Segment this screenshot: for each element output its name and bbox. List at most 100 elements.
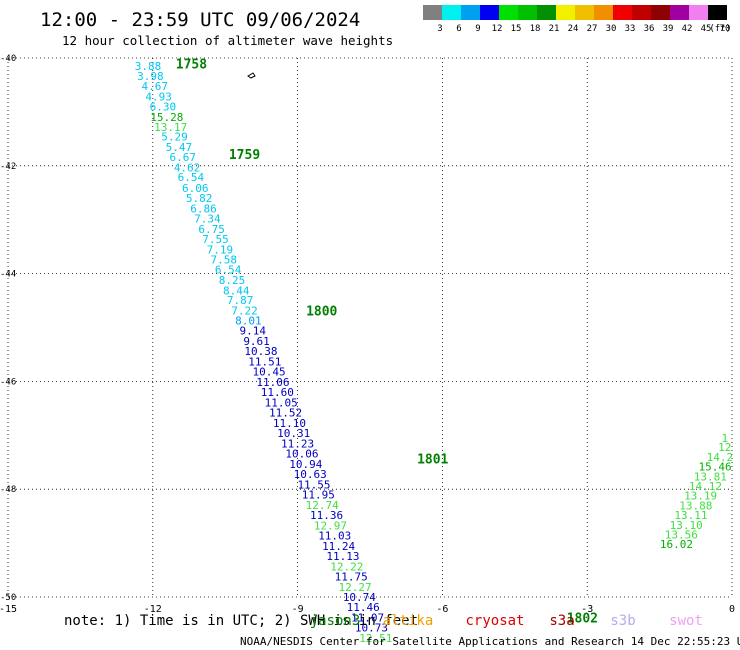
- swh-value-label: 11.10: [273, 417, 306, 430]
- swh-value-label: 11.75: [335, 571, 368, 584]
- swh-value-label: 6.86: [190, 202, 217, 215]
- swh-value-label: 11.46: [347, 601, 380, 614]
- swh-value-label: 10.31: [277, 427, 310, 440]
- y-tick-label: -42: [0, 162, 16, 172]
- y-tick-label: -50: [0, 593, 16, 603]
- island-marker: [247, 72, 256, 79]
- swh-value-label: 15.28: [150, 111, 183, 124]
- swh-value-label: 5.47: [166, 141, 193, 154]
- swh-value-label: 4.93: [145, 90, 172, 103]
- scale-tick-label: 9: [475, 24, 480, 34]
- legend-item: altika: [383, 613, 434, 629]
- scale-swatch: [651, 5, 670, 20]
- legend-item: cryosat: [465, 613, 524, 629]
- swh-value-label: 11.52: [269, 407, 302, 420]
- scale-swatch: [708, 5, 727, 20]
- swh-value-label: 11.51: [248, 355, 281, 368]
- swh-value-label: 7.19: [207, 243, 234, 256]
- x-tick-label: -12: [144, 604, 162, 615]
- swh-value-label: 4.67: [141, 80, 168, 93]
- swh-value-label: 12.22: [330, 560, 363, 573]
- swh-value-label: 10.06: [285, 448, 318, 461]
- swh-value-label: 6.06: [182, 182, 209, 195]
- scale-swatch: [518, 5, 537, 20]
- scale-swatch: [537, 5, 556, 20]
- x-tick-label: -3: [581, 604, 593, 615]
- swh-value-label: 11.13: [326, 550, 359, 563]
- data-points: 3.883.984.674.936.3015.2813.175.295.476.…: [135, 60, 733, 645]
- swh-value-label: 7.34: [194, 213, 221, 226]
- scale-tick-label: 30: [606, 24, 617, 34]
- swh-value-label: 12.74: [306, 499, 339, 512]
- swh-value-label: 6.54: [178, 171, 205, 184]
- swh-value-label: 11.24: [322, 540, 355, 553]
- swh-value-label: 10.63: [294, 468, 327, 481]
- scale-unit-label: (ft): [709, 24, 731, 34]
- swh-value-label: 12.97: [314, 519, 347, 532]
- swh-value-label: 12.51: [359, 632, 392, 645]
- scale-tick-label: 42: [682, 24, 693, 34]
- time-label: 1758: [176, 57, 207, 72]
- scale-swatch: [632, 5, 651, 20]
- note-text: note: 1) Time is in UTC; 2) SWH is in fe…: [64, 613, 418, 629]
- swh-value-label: 12: [718, 441, 731, 454]
- chart-subtitle: 12 hour collection of altimeter wave hei…: [62, 33, 393, 48]
- swh-value-label: 11.07: [351, 611, 384, 624]
- scale-swatch: [461, 5, 480, 20]
- swh-value-label: 4.62: [174, 161, 201, 174]
- swh-value-label: 16.02: [660, 538, 693, 551]
- swh-value-label: 13.10: [670, 519, 703, 532]
- swh-value-label: 11.23: [281, 437, 314, 450]
- swh-value-label: 11.95: [302, 489, 335, 502]
- swh-value-label: 13.11: [674, 509, 707, 522]
- color-scale-bar: 3 6 9 12 15 18 21 24 27 30 33 36 39 42 45 70(ft): [423, 5, 731, 34]
- swh-value-label: 5.82: [186, 192, 213, 205]
- scale-swatch: [499, 5, 518, 20]
- scale-tick-label: 12: [492, 24, 503, 34]
- swh-value-label: 3.98: [137, 70, 164, 83]
- swh-value-label: 13.88: [679, 499, 712, 512]
- time-label: 1801: [417, 453, 448, 468]
- x-tick-label: 0: [729, 604, 735, 615]
- time-label: 1800: [306, 304, 337, 319]
- swh-value-label: 6.54: [215, 263, 242, 276]
- footer-text: NOAA/NESDIS Center for Satellite Applica…: [240, 635, 740, 648]
- swh-value-label: 3.88: [135, 60, 162, 73]
- scale-tick-label: 15: [511, 24, 522, 34]
- scale-swatch: [670, 5, 689, 20]
- legend-item: s3a: [549, 613, 574, 629]
- scale-tick-label: 21: [549, 24, 560, 34]
- swh-value-label: 9.61: [243, 335, 270, 348]
- legend-item: s3b: [610, 613, 635, 629]
- swh-value-label: 12.27: [338, 581, 371, 594]
- swh-value-label: 6.30: [150, 101, 177, 114]
- legend-item: jason3: [310, 613, 361, 629]
- swh-value-label: 8.01: [235, 314, 262, 327]
- x-tick-label: -6: [436, 604, 448, 615]
- swh-value-label: 13.17: [154, 121, 187, 134]
- swh-value-label: 7.87: [227, 294, 254, 307]
- swh-value-label: 9.14: [239, 325, 266, 338]
- swh-value-label: 13.81: [694, 470, 727, 483]
- scale-swatch: [689, 5, 708, 20]
- y-tick-label: -46: [0, 377, 16, 387]
- scale-tick-label: 3: [437, 24, 442, 34]
- swh-value-label: 11.06: [256, 376, 289, 389]
- scale-swatch: [480, 5, 499, 20]
- swh-value-label: 11.36: [310, 509, 343, 522]
- swh-value-label: 13.56: [665, 528, 698, 541]
- scale-tick-label: 24: [568, 24, 579, 34]
- scale-tick-label: 45: [701, 24, 712, 34]
- swh-value-label: 6.67: [169, 151, 196, 164]
- time-label: 1802: [567, 612, 598, 627]
- satellite-legend: jason3 altika cryosat s3a s3b swot: [310, 613, 703, 629]
- swh-value-label: 14.12: [689, 480, 722, 493]
- y-tick-label: -44: [0, 270, 16, 280]
- swh-value-label: 13.19: [684, 490, 717, 503]
- scale-tick-label: 36: [644, 24, 655, 34]
- chart-title: 12:00 - 23:59 UTC 09/06/2024: [40, 9, 360, 31]
- legend-item: swot: [669, 613, 703, 629]
- swh-value-label: 7.58: [211, 254, 238, 267]
- swh-value-label: 6.75: [198, 223, 225, 236]
